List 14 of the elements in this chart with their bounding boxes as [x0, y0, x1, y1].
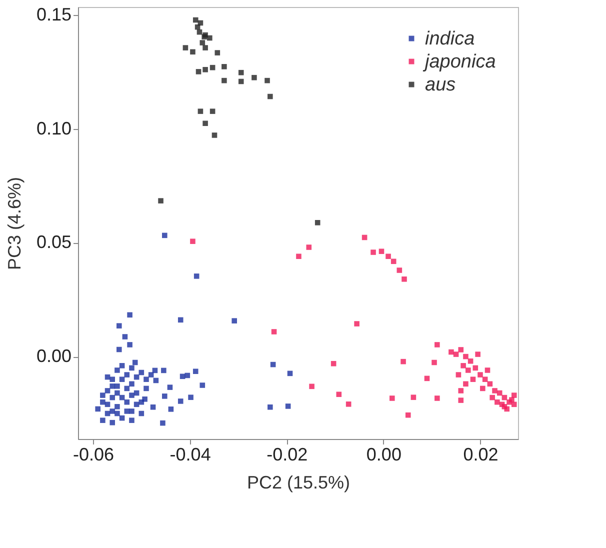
x-axis-title: PC2 (15.5%) [246, 472, 350, 492]
y-tick-label: 0.05 [36, 232, 72, 252]
x-tick-label: 0.00 [366, 444, 402, 464]
x-tick-label: -0.04 [170, 444, 211, 464]
y-axis-title: PC3 (4.6%) [4, 176, 24, 270]
y-tick-label: 0.10 [36, 118, 72, 138]
x-tick-label: -0.02 [266, 444, 308, 464]
x-tick-label: 0.02 [463, 444, 498, 464]
y-tick-label: 0.00 [36, 346, 72, 366]
legend-label: japonica [422, 52, 496, 72]
legend-label: aus [425, 74, 456, 96]
x-tick-label: -0.06 [72, 444, 114, 464]
legend-label: indica [425, 28, 475, 50]
y-tick-label: 0.15 [36, 4, 72, 24]
